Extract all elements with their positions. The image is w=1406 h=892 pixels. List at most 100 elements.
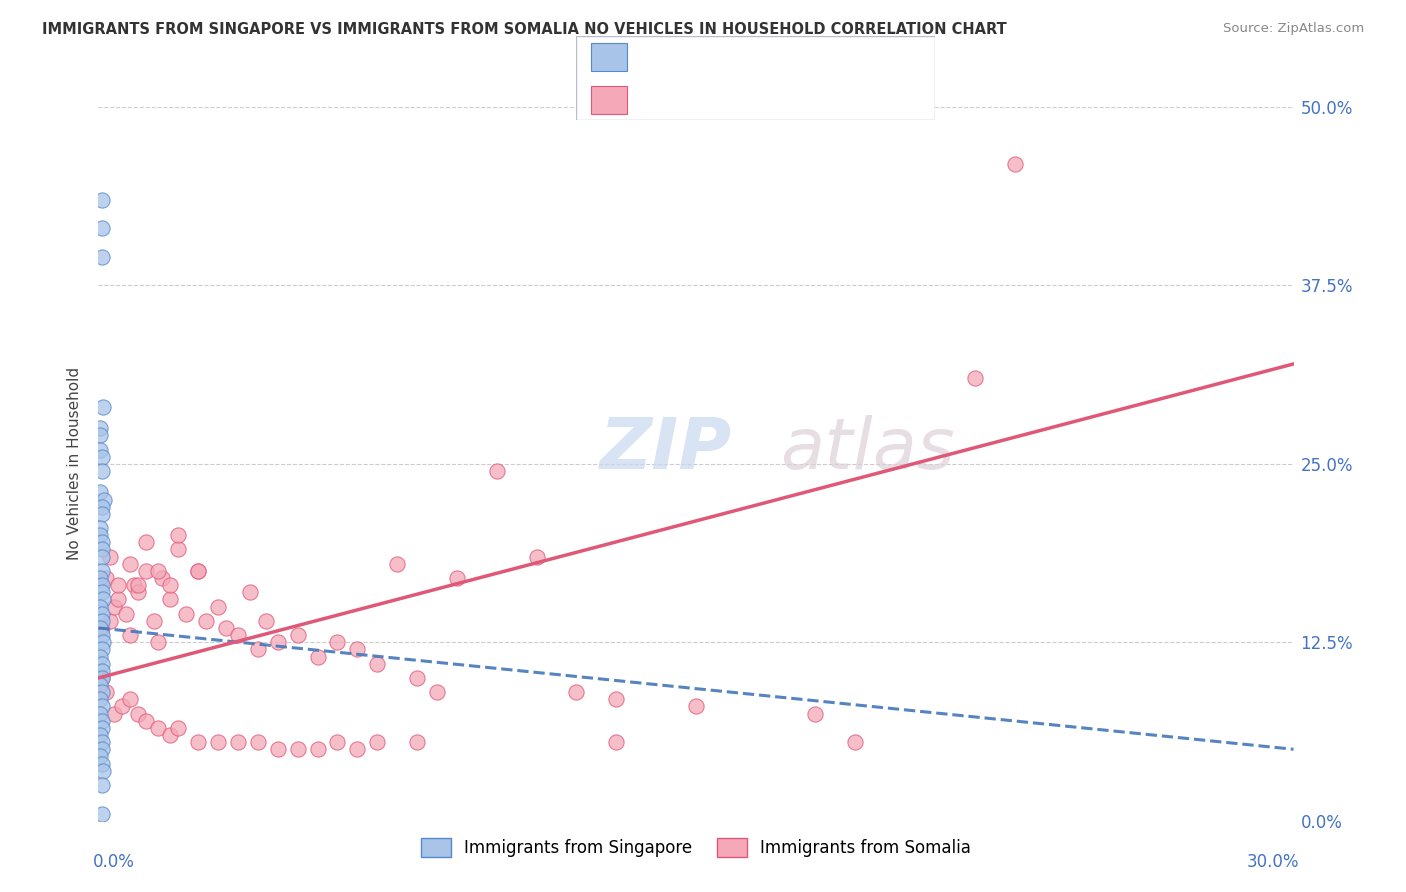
Point	[91, 564, 114, 578]
Point	[406, 671, 429, 685]
Point	[127, 585, 149, 599]
Text: N =: N =	[792, 48, 828, 66]
Point	[91, 221, 114, 235]
Point	[120, 557, 142, 571]
Point	[226, 628, 249, 642]
Point	[90, 642, 112, 657]
Text: R =: R =	[637, 91, 673, 109]
Text: -0.044: -0.044	[685, 48, 737, 66]
Point	[100, 614, 122, 628]
Point	[91, 500, 114, 514]
Point	[90, 778, 112, 792]
Point	[90, 742, 112, 756]
Point	[187, 564, 209, 578]
Point	[366, 657, 388, 671]
Point	[91, 671, 114, 685]
Point	[254, 614, 277, 628]
Point	[107, 578, 129, 592]
Point	[91, 735, 114, 749]
Point	[90, 664, 112, 678]
Point	[135, 714, 157, 728]
Point	[103, 706, 125, 721]
Point	[91, 450, 114, 464]
Point	[89, 442, 111, 457]
Point	[91, 592, 114, 607]
Point	[565, 685, 588, 699]
Point	[207, 735, 229, 749]
Text: N =: N =	[792, 91, 828, 109]
Point	[1004, 157, 1026, 171]
Point	[267, 742, 290, 756]
Point	[90, 193, 112, 207]
Point	[267, 635, 290, 649]
Point	[90, 685, 112, 699]
Point	[90, 507, 112, 521]
Point	[287, 628, 309, 642]
Point	[148, 721, 170, 735]
Point	[148, 564, 170, 578]
Point	[195, 614, 218, 628]
Text: 49: 49	[845, 48, 869, 66]
Point	[91, 535, 114, 549]
Point	[89, 678, 111, 692]
Text: 0.0%: 0.0%	[93, 853, 135, 871]
Point	[91, 635, 114, 649]
Bar	[591, 86, 627, 113]
Point	[148, 635, 170, 649]
Point	[187, 735, 209, 749]
Y-axis label: No Vehicles in Household: No Vehicles in Household	[67, 368, 83, 560]
Point	[844, 735, 866, 749]
Point	[91, 400, 114, 414]
Point	[115, 607, 138, 621]
Point	[246, 735, 269, 749]
Point	[526, 549, 548, 564]
Text: 0.475: 0.475	[685, 91, 748, 109]
Point	[96, 571, 118, 585]
Text: 74: 74	[845, 91, 869, 109]
Text: R =: R =	[637, 48, 673, 66]
Point	[485, 464, 508, 478]
Point	[93, 492, 115, 507]
Point	[91, 699, 114, 714]
Point	[963, 371, 986, 385]
Point	[605, 692, 627, 706]
Point	[135, 535, 157, 549]
Point	[91, 585, 114, 599]
Point	[685, 699, 707, 714]
Point	[326, 635, 349, 649]
Point	[159, 728, 181, 742]
Point	[89, 428, 111, 442]
Point	[111, 699, 134, 714]
Point	[89, 692, 111, 706]
Point	[89, 649, 111, 664]
Point	[150, 571, 173, 585]
Point	[120, 628, 142, 642]
Point	[127, 706, 149, 721]
Point	[135, 564, 157, 578]
Point	[91, 764, 114, 778]
Point	[605, 735, 627, 749]
Point	[246, 642, 269, 657]
Point	[90, 614, 112, 628]
Point	[804, 706, 827, 721]
Point	[89, 528, 111, 542]
Point	[159, 592, 181, 607]
Point	[91, 549, 114, 564]
Point	[167, 542, 190, 557]
Point	[120, 692, 142, 706]
Point	[307, 649, 329, 664]
Text: IMMIGRANTS FROM SINGAPORE VS IMMIGRANTS FROM SOMALIA NO VEHICLES IN HOUSEHOLD CO: IMMIGRANTS FROM SINGAPORE VS IMMIGRANTS …	[42, 22, 1007, 37]
Point	[127, 578, 149, 592]
Point	[446, 571, 468, 585]
Point	[91, 628, 114, 642]
Point	[91, 721, 114, 735]
Point	[287, 742, 309, 756]
Point	[89, 621, 111, 635]
Text: atlas: atlas	[779, 415, 955, 484]
Point	[167, 528, 190, 542]
Point	[89, 749, 111, 764]
Point	[91, 756, 114, 771]
Point	[90, 542, 112, 557]
Point	[90, 578, 112, 592]
Bar	[591, 44, 627, 71]
